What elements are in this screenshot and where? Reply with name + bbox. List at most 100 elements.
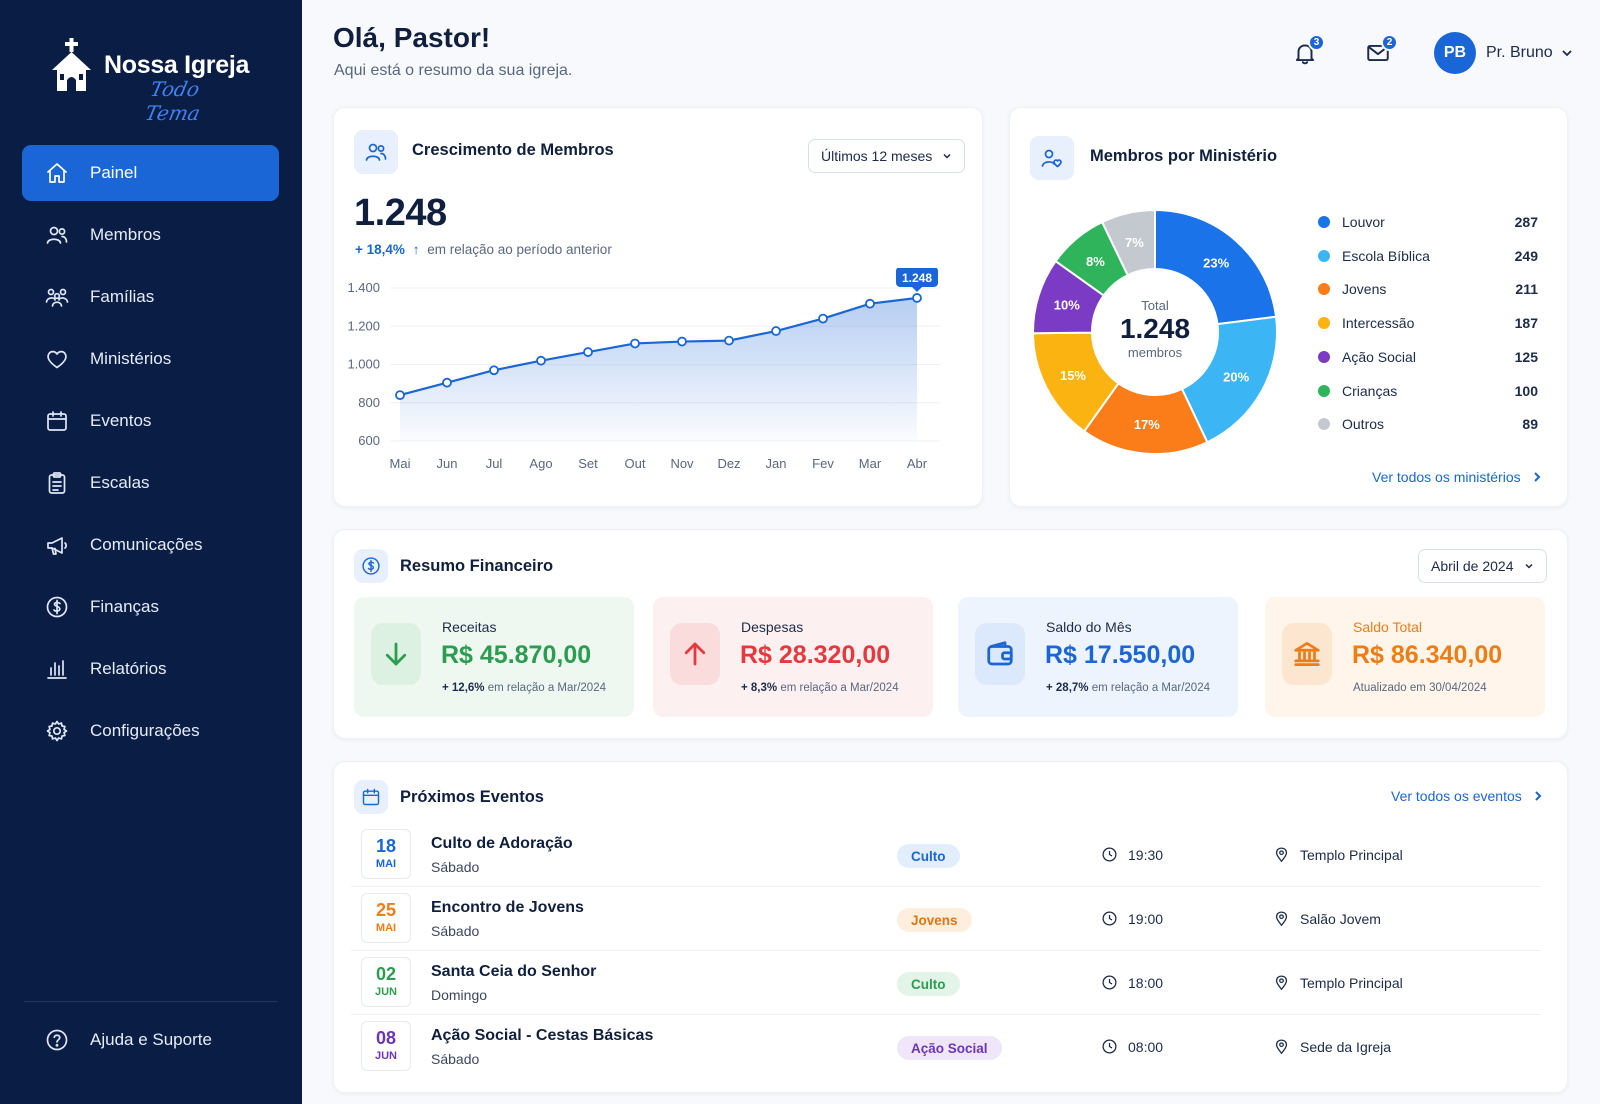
sidebar-item-eventos[interactable]: Eventos <box>22 393 279 449</box>
finance-period-select[interactable]: Abril de 2024 <box>1418 549 1547 583</box>
legend-item[interactable]: Crianças 100 <box>1318 381 1538 401</box>
events-title: Próximos Eventos <box>400 788 544 806</box>
arrow-up-icon <box>684 642 706 666</box>
sidebar-item-ministerios[interactable]: Ministérios <box>22 331 279 387</box>
finance-tile-despesas[interactable]: Despesas R$ 28.320,00 + 8,3% em relação … <box>653 597 933 717</box>
legend-dot <box>1318 249 1330 262</box>
help-icon <box>44 1027 70 1053</box>
legend-item[interactable]: Louvor 287 <box>1318 212 1538 232</box>
event-time: 08:00 <box>1101 1038 1163 1055</box>
sidebar-item-label: Relatórios <box>90 659 167 678</box>
legend-value: 287 <box>1514 214 1538 230</box>
sidebar-item-escalas[interactable]: Escalas <box>22 455 279 511</box>
legend-item[interactable]: Intercessão 187 <box>1318 313 1538 333</box>
sidebar-item-painel[interactable]: Painel <box>22 145 279 201</box>
event-location-value: Templo Principal <box>1300 846 1403 863</box>
event-location-value: Salão Jovem <box>1300 910 1381 927</box>
event-name: Santa Ceia do Senhor <box>431 963 597 980</box>
user-name: Pr. Bruno <box>1486 44 1553 61</box>
finance-note-text: Atualizado em 30/04/2024 <box>1353 682 1487 694</box>
event-location: Salão Jovem <box>1273 910 1381 927</box>
sidebar-divider <box>24 1001 277 1002</box>
donut-slice[interactable] <box>1154 208 1278 326</box>
event-tag: Ação Social <box>897 1036 1002 1060</box>
donut-slice[interactable] <box>1180 315 1278 444</box>
finance-icon-box <box>371 623 421 685</box>
growth-period-select[interactable]: Últimos 12 meses <box>808 139 966 173</box>
legend-item[interactable]: Outros 89 <box>1318 414 1538 434</box>
data-point <box>724 335 734 346</box>
messages-button[interactable]: 2 <box>1361 34 1398 70</box>
event-name: Encontro de Jovens <box>431 899 584 916</box>
ministries-title-icon <box>1030 136 1074 180</box>
finance-tile-receitas[interactable]: Receitas R$ 45.870,00 + 12,6% em relação… <box>354 597 634 717</box>
help-label: Ajuda e Suporte <box>90 1030 212 1049</box>
sidebar-item-label: Eventos <box>90 411 152 430</box>
bell-icon <box>1295 44 1315 65</box>
finance-icon-box <box>975 623 1025 685</box>
event-location-value: Templo Principal <box>1300 974 1403 991</box>
data-point <box>489 365 499 376</box>
event-row[interactable]: 02 JUN Santa Ceia do Senhor Domingo Culto 18:… <box>351 951 1541 1015</box>
finance-note: Atualizado em 30/04/2024 <box>1353 682 1487 694</box>
sidebar-item-comunicacoes[interactable]: Comunicações <box>22 517 279 573</box>
sidebar-nav: Painel Membros Famílias Ministérios Even… <box>22 145 279 765</box>
sidebar-item-financas[interactable]: Finanças <box>22 579 279 635</box>
growth-total: 1.248 <box>354 192 447 234</box>
location-pin-icon <box>1273 1038 1300 1055</box>
dollar-icon <box>44 594 70 620</box>
notifications-button[interactable]: 3 <box>1288 34 1325 70</box>
legend-dot <box>1318 283 1330 296</box>
brand-name: Nossa Igreja <box>104 50 250 79</box>
view-all-events-label: Ver todos os eventos <box>1391 788 1522 804</box>
x-tick-label: Dez <box>717 456 740 471</box>
sidebar-item-membros[interactable]: Membros <box>22 207 279 263</box>
event-day: 08 <box>375 1028 397 1048</box>
y-tick-label: 600 <box>358 433 380 448</box>
heart-icon <box>44 346 70 372</box>
event-time: 19:00 <box>1101 910 1163 927</box>
event-name: Culto de Adoração <box>431 835 573 852</box>
finance-change: + 8,3% <box>741 682 778 694</box>
finance-tile-saldo-total[interactable]: Saldo Total R$ 86.340,00 Atualizado em 3… <box>1265 597 1545 717</box>
legend-dot <box>1318 317 1330 330</box>
legend-item[interactable]: Jovens 211 <box>1318 279 1538 299</box>
event-time: 19:30 <box>1101 846 1163 863</box>
finance-tile-saldo-mes[interactable]: Saldo do Mês R$ 17.550,00 + 28,7% em rel… <box>958 597 1238 717</box>
sidebar-item-label: Famílias <box>90 287 155 306</box>
page-title: Olá, Pastor! <box>333 22 491 53</box>
user-menu[interactable]: PB Pr. Bruno <box>1434 32 1573 74</box>
help-support-button[interactable]: Ajuda e Suporte <box>22 1012 279 1068</box>
legend-item[interactable]: Escola Bíblica 249 <box>1318 246 1538 266</box>
brand-logo[interactable]: Nossa Igreja Todo Tema <box>50 36 250 125</box>
event-row[interactable]: 18 MAI Culto de Adoração Sábado Culto 19:30 Te… <box>351 823 1541 887</box>
view-all-events-link[interactable]: Ver todos os eventos <box>1391 788 1544 804</box>
data-point <box>630 338 640 349</box>
clock-icon <box>1101 1038 1128 1055</box>
family-icon <box>44 284 70 310</box>
location-pin-icon <box>1273 974 1300 991</box>
data-point <box>677 336 687 347</box>
legend-item[interactable]: Ação Social 125 <box>1318 347 1538 367</box>
legend-value: 125 <box>1514 348 1538 365</box>
legend-label: Outros <box>1342 416 1385 433</box>
finance-icon-box <box>1282 623 1332 685</box>
area-fill <box>400 297 917 441</box>
legend-value: 89 <box>1522 416 1538 433</box>
sidebar-item-relatorios[interactable]: Relatórios <box>22 641 279 697</box>
view-all-ministries-link[interactable]: Ver todos os ministérios <box>1372 469 1543 485</box>
finance-note-text: em relação a Mar/2024 <box>1091 682 1210 694</box>
event-location: Templo Principal <box>1273 974 1403 991</box>
chevron-down-icon <box>1562 50 1572 57</box>
event-row[interactable]: 08 JUN Ação Social - Cestas Básicas Sábado A… <box>351 1015 1541 1079</box>
x-tick-label: Mar <box>859 456 882 471</box>
sidebar-item-configuracoes[interactable]: Configurações <box>22 703 279 759</box>
clock-icon <box>1101 910 1128 927</box>
event-row[interactable]: 25 MAI Encontro de Jovens Sábado Jovens 19:00… <box>351 887 1541 951</box>
series-line <box>399 296 918 397</box>
data-point <box>583 347 593 357</box>
sidebar-item-familias[interactable]: Famílias <box>22 269 279 325</box>
x-tick-label: Jan <box>766 456 787 471</box>
data-point <box>912 293 922 303</box>
donut-slice[interactable] <box>1100 208 1156 277</box>
